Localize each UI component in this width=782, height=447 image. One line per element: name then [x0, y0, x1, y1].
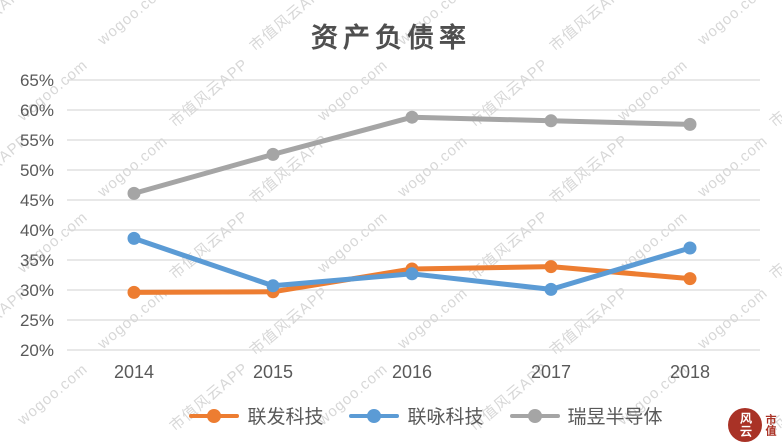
y-tick-label: 55% — [20, 131, 54, 150]
legend-label: 瑞昱半导体 — [567, 407, 663, 428]
legend-label: 联咏科技 — [407, 407, 484, 428]
data-point — [405, 110, 419, 124]
brand-logo: 风云 市值 — [728, 408, 776, 442]
y-tick-label: 25% — [20, 311, 54, 330]
legend-label: 联发科技 — [247, 407, 324, 428]
legend-marker-orange — [189, 408, 240, 423]
legend-item-ruiyu-bandaoti: 瑞昱半导体 — [509, 402, 663, 429]
data-point — [127, 231, 141, 245]
series-line — [131, 114, 693, 196]
y-tick-label: 30% — [20, 281, 54, 300]
data-point — [683, 272, 697, 286]
y-tick-label: 60% — [20, 101, 54, 120]
y-tick-label: 35% — [20, 251, 54, 270]
x-tick-label: 2016 — [392, 362, 432, 382]
data-point — [405, 267, 419, 281]
data-point — [127, 285, 141, 299]
y-tick-label: 65% — [20, 71, 54, 90]
data-point — [544, 260, 558, 274]
y-tick-label: 40% — [20, 221, 54, 240]
data-point — [544, 282, 558, 296]
data-point — [266, 147, 280, 161]
legend-item-lianfa-keji: 联发科技 — [189, 402, 323, 429]
y-tick-label: 20% — [20, 341, 54, 360]
x-tick-label: 2017 — [531, 362, 571, 382]
y-tick-label: 45% — [20, 191, 54, 210]
legend: 联发科技 联咏科技 瑞昱半导体 — [0, 402, 782, 429]
legend-marker-gray — [509, 408, 560, 423]
y-tick-label: 50% — [20, 161, 54, 180]
x-tick-label: 2018 — [670, 362, 710, 382]
logo-label: 市值 — [764, 414, 776, 436]
data-point — [127, 186, 141, 200]
x-tick-label: 2015 — [253, 362, 293, 382]
chart-title: 资产负债率 — [311, 23, 471, 53]
data-point — [683, 241, 697, 255]
data-point — [266, 279, 280, 293]
data-point — [544, 114, 558, 128]
logo-seal-icon: 风云 — [728, 408, 762, 442]
data-point — [683, 117, 697, 131]
legend-item-lianyong-keji: 联咏科技 — [349, 402, 484, 429]
x-tick-label: 2014 — [114, 362, 154, 382]
legend-marker-blue — [349, 408, 400, 423]
